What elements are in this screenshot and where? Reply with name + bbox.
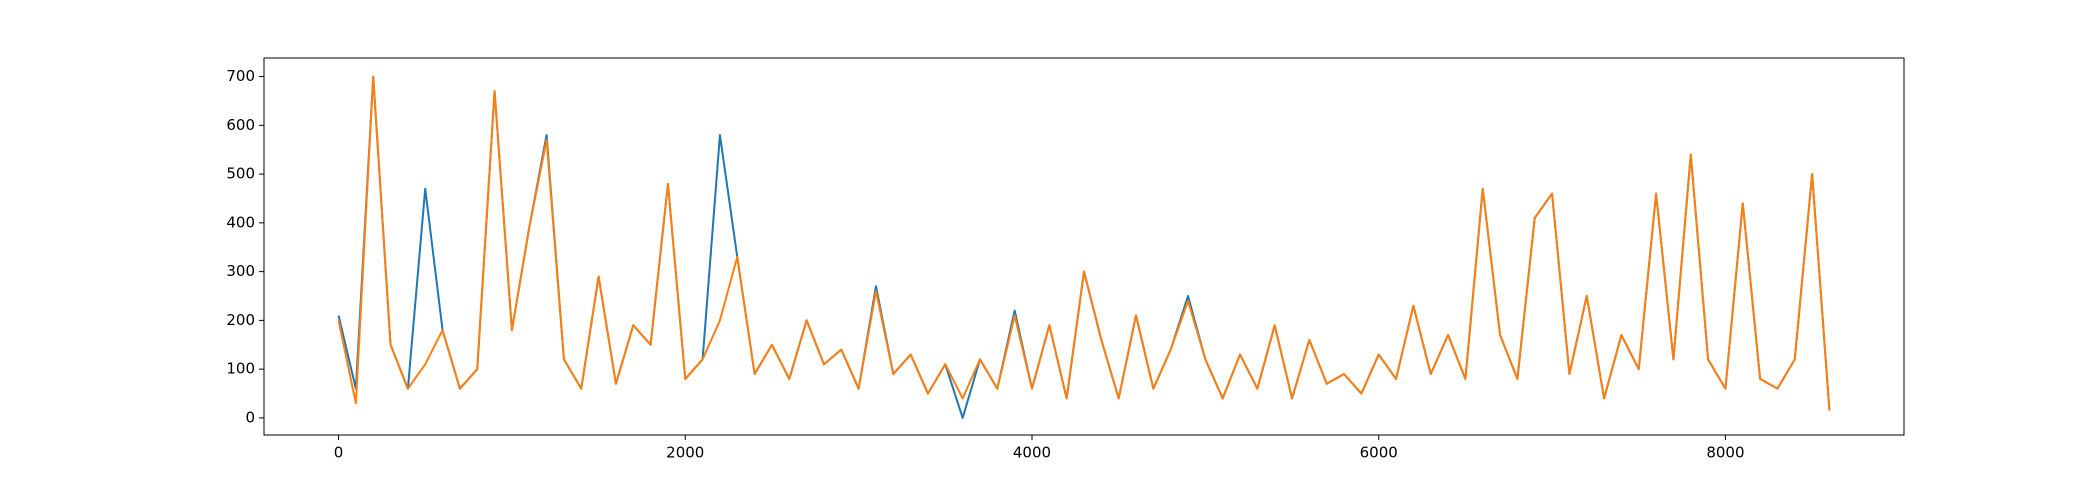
y-tick-label: 100 [226,360,255,378]
series-line [337,75,1831,419]
y-tick-label: 200 [226,311,255,329]
y-tick-label: 600 [226,116,255,134]
y-tick-label: 400 [226,213,255,231]
plot-frame [263,57,1905,436]
x-tick-label: 0 [334,444,344,462]
y-tick-label: 700 [226,67,255,85]
x-tick-label: 4000 [1013,444,1051,462]
y-tick-label: 300 [226,262,255,280]
y-tick-label: 0 [245,408,255,426]
series-line [337,75,1831,411]
y-tick-label: 500 [226,165,255,183]
x-tick-label: 6000 [1360,444,1398,462]
x-tick-label: 2000 [666,444,704,462]
x-tick-label: 8000 [1706,444,1744,462]
